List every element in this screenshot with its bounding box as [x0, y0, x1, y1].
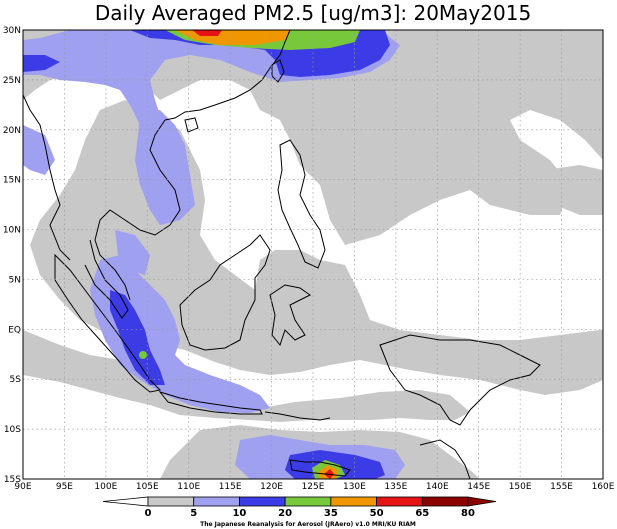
coastline-philippines [277, 139, 326, 269]
lon-tick-label: 155E [550, 482, 573, 492]
coastline-new-guinea [379, 334, 541, 426]
lon-tick-label: 150E [509, 482, 532, 492]
lightblue-field-sumatra [90, 255, 270, 413]
colorbar-level-label: 0 [145, 508, 152, 519]
lightblue-field-west [23, 125, 55, 175]
lat-tick-label: 25N [3, 76, 21, 86]
green-field-sumatra [139, 351, 147, 359]
colorbar-level-label: 80 [461, 508, 475, 519]
lightblue-field-malaya [115, 230, 150, 275]
lat-tick-label: 30N [3, 26, 21, 36]
lon-tick-label: 145E [467, 482, 490, 492]
colorbar-cell [102, 496, 149, 507]
gray-field-north [23, 30, 603, 245]
blue-field-west [23, 55, 60, 72]
colorbar-level-label: 35 [324, 508, 338, 519]
colorbar-cell [284, 496, 332, 507]
red-field-north [192, 30, 222, 36]
lat-tick-label: 5S [10, 375, 22, 385]
coastline-lesser-sunda [264, 411, 331, 421]
coastline-timor [289, 459, 351, 477]
gridlines [23, 30, 603, 479]
colorbar-labels: 0 5 10 20 35 50 65 80 [145, 508, 475, 519]
lat-tick-label: 10N [3, 226, 21, 236]
colorbar-level-label: 10 [232, 508, 246, 519]
coastline-australia [419, 439, 471, 479]
colorbar: 0 5 10 20 35 50 65 80 [102, 496, 497, 519]
lon-tick-label: 115E [219, 482, 242, 492]
lat-tick-label: 15S [4, 475, 21, 485]
coastline-hainan [184, 117, 199, 133]
coastline-indochina-east [94, 119, 181, 301]
colorbar-cell [421, 496, 469, 507]
lon-tick-label: 110E [177, 482, 200, 492]
lightblue-field-indochina [135, 110, 195, 225]
lon-tick-label: 105E [136, 482, 159, 492]
coastline-malaya [84, 239, 129, 319]
colorbar-cell [239, 496, 286, 507]
colorbar-level-label: 50 [370, 508, 384, 519]
lat-tick-label: 15N [3, 176, 21, 186]
map-frame [22, 29, 604, 480]
colorbar-cell [467, 496, 497, 507]
coastline-sumatra [54, 253, 162, 393]
lon-tick-label: 160E [592, 482, 615, 492]
colorbar-cell [376, 496, 423, 507]
lon-tick-label: 140E [426, 482, 449, 492]
coastline-java [158, 391, 263, 415]
colorbar-cell [147, 496, 195, 507]
gray-field-indian-ocean [23, 330, 470, 422]
lon-tick-label: 120E [260, 482, 283, 492]
lon-tick-label: 95E [56, 482, 73, 492]
lon-tick-label: 135E [384, 482, 407, 492]
colorbar-level-label: 20 [278, 508, 292, 519]
coastline-sulawesi [269, 284, 311, 347]
lat-tick-label: EQ [8, 325, 21, 335]
colorbar-level-label: 65 [415, 508, 429, 519]
coastline-borneo [179, 234, 271, 351]
credit-text: The Japanese Reanalysis for Aerosol (JRA… [200, 521, 416, 528]
colorbar-level-label: 5 [190, 508, 197, 519]
concentration-fields [23, 30, 603, 479]
lon-tick-label: 100E [94, 482, 117, 492]
colorbar-cells [102, 496, 497, 507]
coastline-china [164, 30, 291, 121]
lon-tick-label: 90E [14, 482, 31, 492]
colorbar-cell [193, 496, 240, 507]
lat-tick-label: 20N [3, 126, 21, 136]
gray-field-east [545, 165, 603, 215]
blue-field-sumatra [110, 290, 165, 385]
map-panel [23, 30, 603, 479]
map-title: Daily Averaged PM2.5 [ug/m3]: 20May2015 [95, 1, 531, 25]
axis-labels: 90E 95E 100E 105E 110E 115E 120E 125E 130E 135E 14… [3, 26, 615, 492]
lon-tick-label: 130E [343, 482, 366, 492]
coastline-taiwan [271, 59, 285, 83]
lat-tick-label: 5N [9, 275, 21, 285]
coastlines [23, 30, 541, 479]
colorbar-cell [330, 496, 377, 507]
lon-tick-label: 125E [302, 482, 325, 492]
lat-tick-label: 10S [4, 425, 21, 435]
coastline-indochina-west [23, 94, 71, 261]
